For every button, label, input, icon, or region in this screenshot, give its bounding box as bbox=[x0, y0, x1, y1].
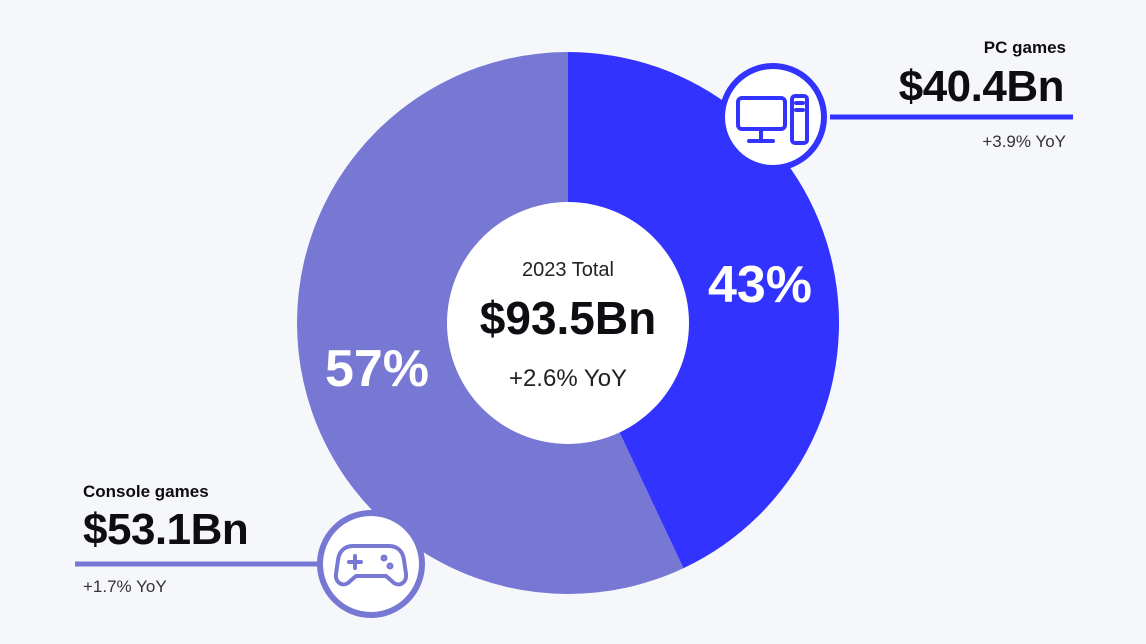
center-total-value: $93.5Bn bbox=[480, 292, 656, 344]
console-games-value: $53.1Bn bbox=[83, 505, 249, 554]
desktop-computer-icon bbox=[736, 94, 809, 145]
center-yoy: +2.6% YoY bbox=[509, 365, 627, 392]
center-circle bbox=[447, 202, 689, 444]
console-games-yoy: +1.7% YoY bbox=[83, 577, 167, 596]
slice-console-percent-label: 57% bbox=[325, 340, 429, 398]
slice-pc-games bbox=[568, 52, 840, 569]
console-games-label: Console games bbox=[83, 482, 209, 501]
gamepad-icon bbox=[333, 544, 409, 587]
pc-games-label: PC games bbox=[983, 38, 1066, 57]
center-caption: 2023 Total bbox=[522, 259, 614, 281]
console-badge bbox=[317, 510, 425, 618]
pc-games-value: $40.4Bn bbox=[898, 62, 1065, 111]
pc-games-yoy: +3.9% YoY bbox=[982, 132, 1066, 151]
pc-badge bbox=[719, 63, 827, 171]
slice-pc-percent-label: 43% bbox=[708, 256, 812, 314]
